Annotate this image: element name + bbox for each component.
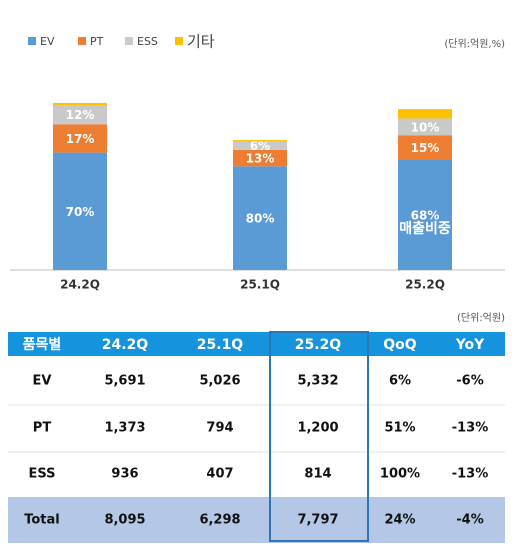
table-cell: 1,200 bbox=[297, 421, 338, 436]
share-label: 17% bbox=[66, 132, 95, 146]
bar-segment bbox=[398, 160, 452, 270]
table-cell: 1,373 bbox=[104, 421, 145, 436]
table-cell: -4% bbox=[456, 513, 483, 528]
bar-segment bbox=[398, 118, 452, 136]
bar-segment bbox=[233, 149, 287, 167]
table-header: 품목별 bbox=[23, 336, 62, 353]
share-label: 12% bbox=[66, 108, 95, 122]
legend-swatch bbox=[28, 37, 36, 45]
table-cell: 5,691 bbox=[104, 374, 145, 389]
bar-segment bbox=[53, 103, 107, 105]
legend-swatch bbox=[175, 37, 183, 45]
table-header-bg bbox=[8, 332, 505, 356]
share-label: 10% bbox=[411, 120, 440, 134]
share-label: 70% bbox=[66, 205, 95, 219]
bar-segment bbox=[233, 141, 287, 150]
table-header: YoY bbox=[455, 337, 485, 353]
table-cell: 51% bbox=[384, 421, 415, 436]
table-cell: 6% bbox=[389, 374, 411, 389]
share-label: 80% bbox=[246, 212, 275, 226]
table-header: QoQ bbox=[383, 337, 417, 353]
bar-segment bbox=[233, 140, 287, 142]
share-label: 13% bbox=[246, 152, 275, 166]
table-header: 25.1Q bbox=[197, 337, 244, 353]
share-label: 15% bbox=[411, 141, 440, 155]
table-cell: EV bbox=[33, 374, 52, 389]
table-cell: -13% bbox=[452, 421, 489, 436]
legend-label: PT bbox=[90, 35, 104, 48]
table: 품목별 24.2Q 25.1Q 25.2Q QoQ YoY EV 5,691 5,026 5,33… bbox=[8, 336, 505, 528]
bar-segment bbox=[398, 109, 452, 119]
legend-swatch bbox=[125, 37, 133, 45]
legend-label: ESS bbox=[137, 35, 158, 48]
table-cell: 100% bbox=[380, 467, 420, 482]
table-cell: 794 bbox=[206, 421, 233, 436]
table-cell: 814 bbox=[304, 467, 331, 482]
highlight-column bbox=[269, 331, 369, 542]
table-cell: 407 bbox=[206, 467, 233, 482]
table-header: 25.2Q bbox=[295, 337, 342, 353]
annotation: 매출비중 bbox=[399, 220, 451, 237]
x-tick-label: 25.1Q bbox=[240, 278, 280, 292]
table-header: 24.2Q bbox=[102, 337, 149, 353]
table-cell: 5,026 bbox=[199, 374, 240, 389]
table-cell: PT bbox=[33, 421, 52, 436]
legend-swatch bbox=[78, 37, 86, 45]
x-tick-label: 25.2Q bbox=[405, 278, 445, 292]
table-cell: 8,095 bbox=[104, 513, 145, 528]
x-tick-label: 24.2Q bbox=[60, 278, 100, 292]
legend-label: EV bbox=[40, 35, 55, 48]
table-cell: ESS bbox=[28, 467, 55, 482]
unit-note: (단위:억원,%) bbox=[444, 37, 505, 50]
bar-segment bbox=[53, 152, 107, 270]
table-cell: 6,298 bbox=[199, 513, 240, 528]
bar-segment bbox=[233, 166, 287, 270]
table-cell: Total bbox=[24, 513, 60, 528]
legend-label: 기타 bbox=[187, 33, 215, 51]
table-cell: 5,332 bbox=[297, 374, 338, 389]
table-cell: 936 bbox=[111, 467, 138, 482]
share-label: 68% bbox=[411, 209, 440, 223]
table-cell: -13% bbox=[452, 467, 489, 482]
table-cell: 7,797 bbox=[297, 513, 338, 528]
table-cell: 24% bbox=[384, 513, 415, 528]
table-cell: -6% bbox=[456, 374, 483, 389]
bar-segment bbox=[53, 124, 107, 153]
total-row-bg bbox=[8, 497, 505, 543]
bar-segment bbox=[398, 135, 452, 161]
bar-segment bbox=[53, 104, 107, 125]
table-unit: (단위:억원) bbox=[457, 311, 505, 324]
share-label: 6% bbox=[250, 139, 270, 153]
